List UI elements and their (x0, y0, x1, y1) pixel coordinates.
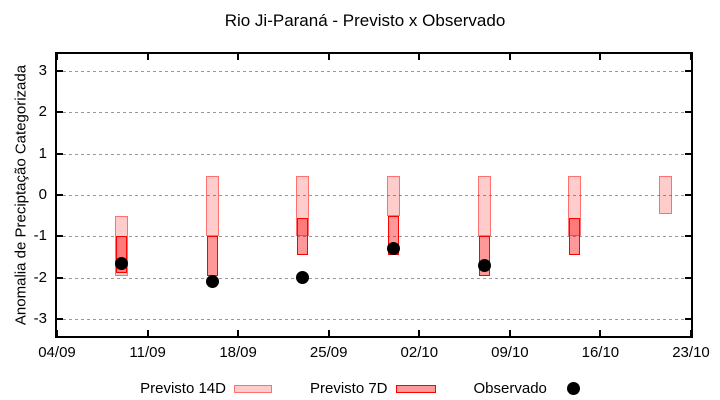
y-tick-right (685, 318, 691, 320)
y-tick-left (57, 70, 63, 72)
x-tick-label: 23/10 (672, 344, 710, 361)
y-tick-right (685, 152, 691, 155)
x-tick-bottom (327, 330, 330, 336)
bar-previsto-7d (569, 217, 581, 255)
y-tick-left (57, 276, 63, 279)
x-tick-label: 18/09 (219, 344, 257, 361)
x-tick-top (599, 54, 602, 60)
x-tick-top (237, 54, 240, 60)
legend-item-observado: Observado (474, 380, 580, 397)
y-tick-label: -1 (33, 227, 47, 245)
legend-label-previsto-7d: Previsto 7D (309, 380, 388, 397)
y-tick-right (685, 70, 691, 72)
x-tick-top (327, 54, 330, 60)
grid-line-y-1 (57, 153, 691, 155)
y-tick-left (57, 111, 63, 114)
grid-line-y--1 (57, 236, 691, 238)
y-tick-label: -2 (33, 268, 47, 286)
x-tick-bottom (146, 330, 149, 336)
y-tick-label: 1 (38, 144, 47, 162)
y-tick-left (57, 152, 63, 155)
y-tick-left (57, 318, 63, 320)
bar-previsto-7d (478, 236, 490, 276)
y-tick-label: -3 (33, 310, 47, 327)
y-tick-label: 2 (38, 103, 47, 121)
bar-previsto-14d (477, 176, 491, 237)
legend-observado-dot-icon (566, 382, 580, 395)
x-tick-label: 25/09 (309, 344, 348, 361)
y-tick-label: 3 (38, 62, 47, 79)
legend-label-observado: Observado (473, 380, 547, 397)
legend-swatch-previsto-7d-icon (395, 384, 436, 393)
bar-previsto-14d (568, 176, 582, 237)
x-tick-top (508, 54, 511, 60)
x-tick-bottom (690, 330, 692, 336)
y-tick-left (57, 194, 63, 196)
x-tick-bottom (237, 330, 240, 336)
x-tick-top (418, 54, 421, 60)
bar-previsto-7d (116, 236, 128, 274)
x-tick-top (146, 54, 149, 60)
grid-line-y--3 (57, 319, 691, 320)
bar-previsto-14d (205, 176, 219, 237)
chart-title: Rio Ji-Paraná - Previsto x Observado (224, 11, 506, 30)
y-tick-right (685, 194, 691, 196)
y-tick-right (685, 276, 691, 279)
plot-area (55, 52, 693, 338)
grid-line-y-2 (57, 112, 691, 114)
y-tick-label: 0 (38, 186, 47, 203)
observado-dot (115, 256, 129, 270)
x-tick-label: 09/10 (491, 344, 529, 361)
observado-dot (205, 275, 219, 289)
x-tick-top (690, 54, 692, 60)
bar-previsto-14d (296, 176, 310, 237)
y-tick-right (685, 111, 691, 114)
x-tick-bottom (56, 330, 58, 336)
grid-line-y--2 (57, 277, 691, 279)
bar-previsto-14d (658, 176, 672, 214)
x-tick-label: 16/10 (581, 344, 620, 361)
x-tick-label: 02/10 (400, 344, 439, 361)
bar-previsto-7d (297, 217, 309, 255)
x-tick-label: 11/09 (129, 344, 166, 361)
x-tick-top (56, 54, 58, 60)
legend-swatch-previsto-14d-icon (233, 384, 272, 393)
legend-item-previsto-14d: Previsto 14D (140, 380, 272, 397)
observado-dot (296, 271, 310, 285)
x-tick-bottom (599, 330, 602, 336)
observado-dot (477, 258, 491, 272)
grid-line-y-3 (57, 71, 691, 72)
x-tick-label: 04/09 (38, 344, 76, 361)
bar-previsto-7d (206, 236, 218, 276)
observado-dot (386, 242, 400, 256)
x-tick-bottom (418, 330, 421, 336)
grid-line-y-0 (57, 195, 691, 196)
legend-label-previsto-14d: Previsto 14D (140, 380, 226, 397)
legend-item-previsto-7d: Previsto 7D (310, 380, 436, 397)
y-tick-left (57, 235, 63, 238)
y-tick-right (685, 235, 691, 238)
x-tick-bottom (508, 330, 511, 336)
bar-previsto-14d (386, 176, 400, 216)
legend: Previsto 14D Previsto 7D Observado (0, 380, 720, 397)
